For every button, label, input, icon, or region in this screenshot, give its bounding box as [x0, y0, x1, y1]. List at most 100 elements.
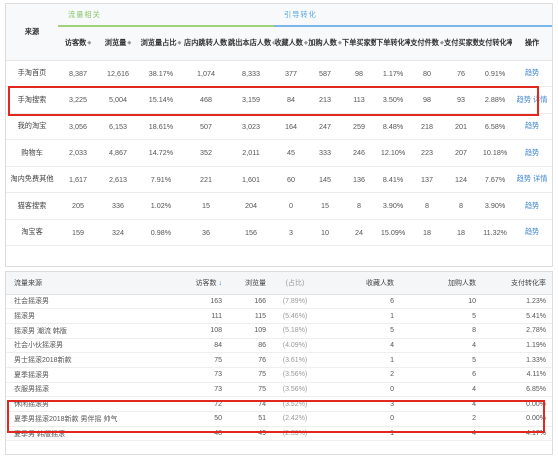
- metric-cell: 218: [410, 113, 445, 140]
- sort-icon[interactable]: ◆: [127, 40, 132, 47]
- col-header-3[interactable]: 浏览量占比◆: [138, 26, 184, 61]
- metric-cell: 246: [342, 139, 377, 167]
- fav-cell: 2: [318, 367, 400, 383]
- trend-link[interactable]: 趋势: [516, 94, 532, 104]
- col-header-add-cart[interactable]: 加购人数: [400, 272, 482, 295]
- share-cell: (5.46%): [272, 308, 318, 324]
- col-header-10[interactable]: 支付件数◆: [410, 26, 445, 61]
- metric-cell: 204: [228, 192, 275, 220]
- metric-cell: 3,159: [228, 86, 275, 114]
- visitors-cell: 75: [192, 352, 228, 368]
- col-header-views[interactable]: 浏览量: [228, 272, 272, 295]
- metric-cell: 377: [274, 60, 309, 87]
- col-header-label: 浏览量占比: [140, 38, 177, 48]
- sort-icon[interactable]: ◆: [303, 40, 308, 47]
- pay-cell: 0.00%: [482, 411, 552, 427]
- source-name: 我的淘宝: [6, 113, 58, 140]
- trend-link[interactable]: 趋势: [524, 227, 540, 237]
- sort-down-icon[interactable]: ↓: [218, 279, 223, 287]
- metric-cell: 14.72%: [138, 139, 184, 167]
- views-cell: 51: [228, 411, 272, 427]
- metric-cell: 124: [444, 166, 479, 193]
- trend-link[interactable]: 趋势: [524, 200, 540, 210]
- cart-cell: 5: [400, 308, 482, 324]
- col-header-label: 加购人数: [308, 38, 337, 48]
- col-header-visitors[interactable]: 访客数 ↓: [192, 272, 228, 295]
- metric-cell: 336: [98, 192, 138, 220]
- metric-cell: 4,867: [98, 139, 138, 167]
- table-row: 摇滚男 111 115 (5.46%) 1 5 5.41%: [6, 308, 552, 324]
- source-rows: 手淘首页 8,387 12,616 38.17% 1,074 8,333 377 587 98 1…: [6, 60, 553, 246]
- col-header-4[interactable]: 店内跳转人数◆: [184, 26, 228, 61]
- metric-cell: 15.09%: [376, 219, 411, 246]
- metric-cell: 1.02%: [138, 192, 184, 220]
- table-row: 猫客搜索 205 336 1.02% 15 204 0 15 8 3.90% 8 8 3.90% 趋势: [6, 192, 553, 220]
- visitors-cell: 72: [192, 396, 228, 412]
- views-cell: 76: [228, 352, 272, 368]
- metric-cell: 145: [308, 166, 343, 193]
- col-header-9[interactable]: 下单转化率◆: [376, 26, 411, 61]
- col-header-6[interactable]: 收藏人数◆: [274, 26, 309, 61]
- col-header-11[interactable]: 支付买家数◆: [444, 26, 479, 61]
- sort-icon[interactable]: ◆: [272, 40, 274, 46]
- pay-cell: 0.00%: [482, 396, 552, 412]
- metric-cell: 6,153: [98, 113, 138, 140]
- col-header-1[interactable]: 访客数◆: [58, 26, 98, 61]
- col-header-favorites[interactable]: 收藏人数: [318, 272, 400, 295]
- metric-cell: 24: [342, 219, 377, 246]
- metric-cell: 205: [58, 192, 98, 220]
- metric-cell: 2,033: [58, 139, 98, 167]
- cart-cell: 4: [400, 382, 482, 398]
- source-name: 猫客搜索: [6, 192, 58, 220]
- col-header-label: 下单买家数: [342, 38, 377, 48]
- trend-link[interactable]: 趋势: [516, 174, 532, 184]
- sort-icon[interactable]: ◆: [177, 40, 182, 47]
- share-cell: (2.33%): [272, 426, 318, 442]
- fav-cell: 3: [318, 396, 400, 412]
- metric-cell: 1,601: [228, 166, 275, 193]
- col-header-label: 店内跳转人数: [184, 38, 228, 48]
- col-header-8[interactable]: 下单买家数◆: [342, 26, 377, 61]
- sort-icon[interactable]: ◆: [439, 40, 444, 47]
- trend-link[interactable]: 趋势: [524, 121, 540, 131]
- table-row: 我的淘宝 3,056 6,153 18.61% 507 3,023 164 247 259 8.4…: [6, 113, 553, 140]
- metric-cell: 98: [410, 86, 445, 114]
- metric-cell: 8: [342, 192, 377, 220]
- trend-link[interactable]: 趋势: [524, 147, 540, 157]
- col-header-12[interactable]: 支付转化率◆: [478, 26, 513, 61]
- metric-cell: 201: [444, 113, 479, 140]
- views-cell: 86: [228, 338, 272, 354]
- table-row: 夏季男摇滚2018新款 男伴摇 帅气 50 51 (2.42%) 0 2 0.00%: [6, 411, 552, 427]
- col-header-7[interactable]: 加购人数◆: [308, 26, 343, 61]
- col-header-label: 收藏人数: [274, 38, 303, 48]
- actions-cell: 趋势 详情: [512, 86, 553, 114]
- metric-cell: 3: [274, 219, 309, 246]
- metric-cell: 468: [184, 86, 228, 114]
- actions-cell: 趋势: [512, 219, 553, 246]
- metric-cell: 10: [308, 219, 343, 246]
- col-header-2[interactable]: 浏览量◆: [98, 26, 138, 61]
- sort-icon[interactable]: ◆: [87, 40, 92, 47]
- fav-cell: 5: [318, 323, 400, 339]
- metric-cell: 136: [342, 166, 377, 193]
- metric-cell: 80: [410, 60, 445, 87]
- share-cell: (4.09%): [272, 338, 318, 354]
- col-header-pay-rate[interactable]: 支付转化率: [482, 272, 552, 295]
- keyword-rows: 社会摇滚男 163 166 (7.89%) 6 10 1.23% 摇滚男 111 115 (5.46…: [6, 294, 552, 442]
- metric-cell: 38.17%: [138, 60, 184, 87]
- keyword-header-row: 流量来源 访客数 ↓ 浏览量 (占比) 收藏人数 加购人数 支付转化率: [6, 272, 552, 295]
- detail-link[interactable]: 详情: [533, 94, 548, 104]
- metric-cell: 6.58%: [478, 113, 513, 140]
- table-row: 社会摇滚男 163 166 (7.89%) 6 10 1.23%: [6, 294, 552, 310]
- col-header-label: 跳出本店人数: [228, 38, 272, 48]
- sort-icon[interactable]: ◆: [337, 40, 342, 47]
- cart-cell: 4: [400, 338, 482, 354]
- table-row: 淘宝客 159 324 0.98% 36 156 3 10 24 15.09% 18 18 11.32%…: [6, 219, 553, 246]
- col-header-5[interactable]: 跳出本店人数◆: [228, 26, 275, 61]
- metric-cell: 159: [58, 219, 98, 246]
- col-header-label: 支付买家数: [444, 38, 479, 48]
- detail-link[interactable]: 详情: [533, 174, 548, 184]
- trend-link[interactable]: 趋势: [524, 68, 540, 78]
- cart-cell: 8: [400, 323, 482, 339]
- pay-cell: 1.23%: [482, 294, 552, 310]
